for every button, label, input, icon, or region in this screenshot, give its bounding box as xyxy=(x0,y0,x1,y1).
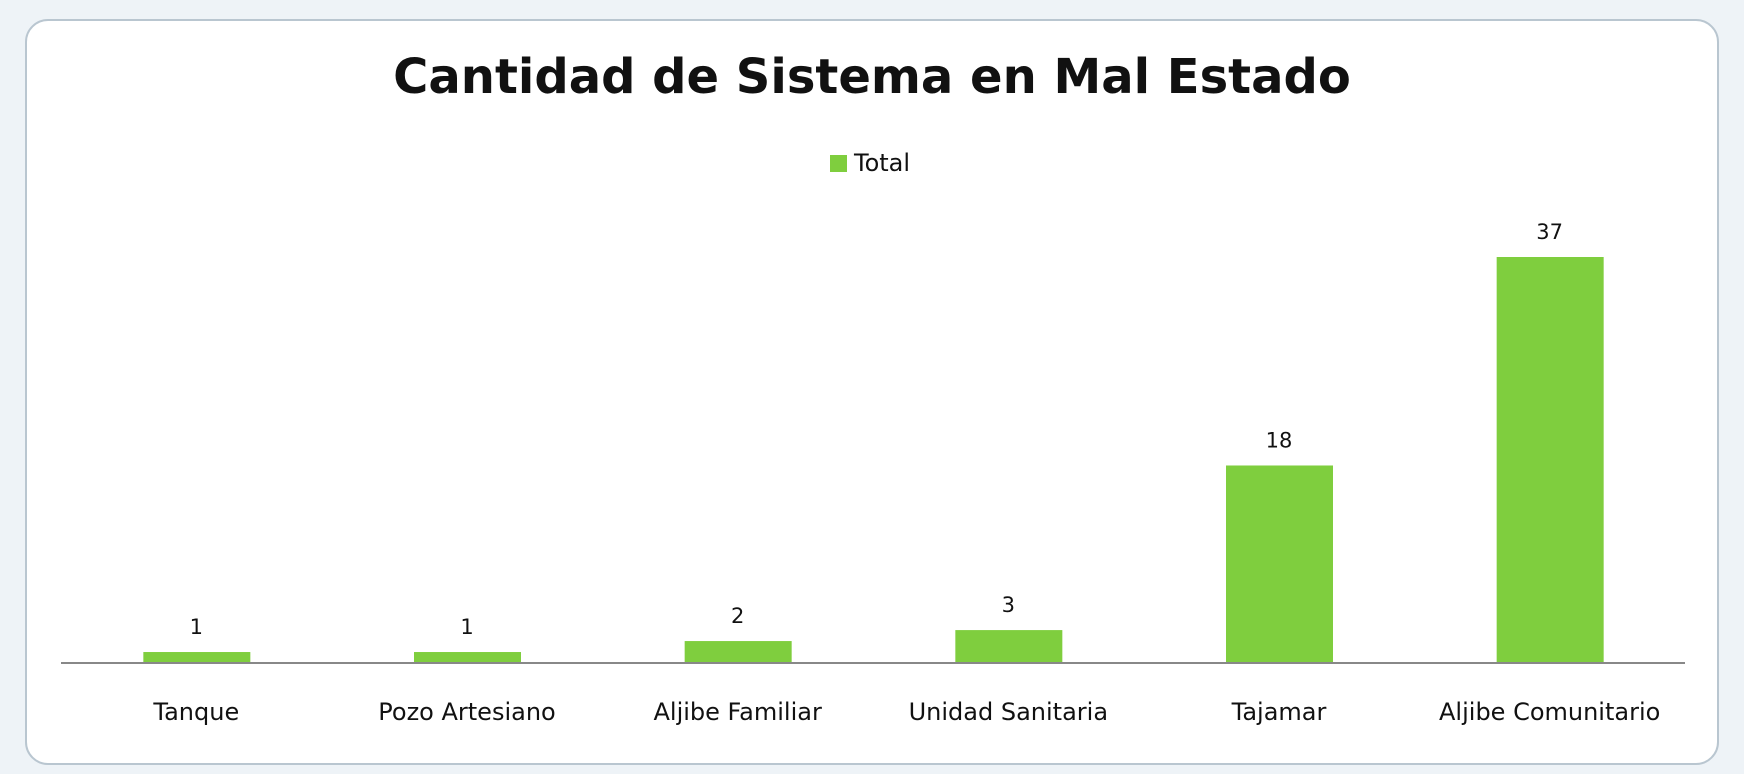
bar xyxy=(684,641,792,663)
data-label: 3 xyxy=(1002,593,1015,617)
x-tick-label: Aljibe Familiar xyxy=(654,698,822,726)
bar xyxy=(955,630,1063,663)
data-label: 18 xyxy=(1266,428,1293,452)
data-label: 1 xyxy=(460,615,473,639)
bar xyxy=(1226,465,1333,663)
x-tick-label: Unidad Sanitaria xyxy=(909,698,1108,726)
x-tick-label: Aljibe Comunitario xyxy=(1439,698,1660,726)
bar xyxy=(143,652,251,663)
x-tick-label: Tajamar xyxy=(1231,698,1327,726)
data-label: 2 xyxy=(731,604,744,628)
bar xyxy=(414,652,521,663)
chart-title: Cantidad de Sistema en Mal Estado xyxy=(393,49,1351,105)
data-label: 37 xyxy=(1536,220,1563,244)
data-label: 1 xyxy=(190,615,203,639)
legend-label: Total xyxy=(853,149,910,177)
chart-frame xyxy=(25,19,1719,765)
bar xyxy=(1496,257,1604,663)
x-tick-label: Tanque xyxy=(152,698,239,726)
legend-swatch xyxy=(830,155,847,172)
x-tick-label: Pozo Artesiano xyxy=(378,698,555,726)
